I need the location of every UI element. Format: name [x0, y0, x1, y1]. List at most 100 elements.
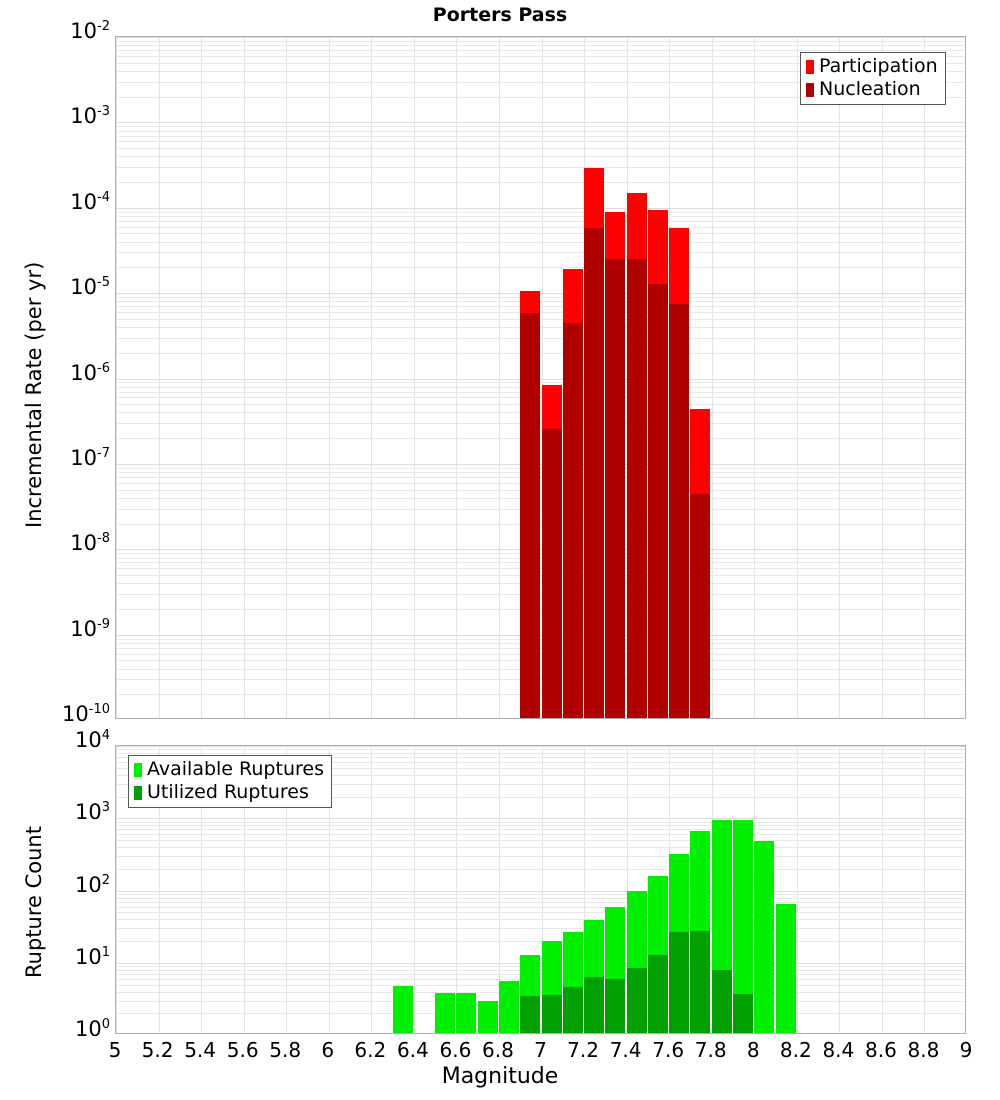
bar-segment — [732, 993, 754, 1033]
x-tick-label: 5.2 — [141, 1038, 174, 1062]
x-tick-label: 5.8 — [269, 1038, 302, 1062]
x-tick-label: 5.4 — [184, 1038, 216, 1062]
bar-segment — [605, 978, 626, 1033]
bar — [626, 891, 647, 1033]
bar — [647, 209, 668, 718]
bar-segment — [690, 930, 711, 1033]
x-tick-label: 8.4 — [822, 1038, 855, 1062]
bar-segment — [562, 323, 583, 718]
bar — [754, 841, 775, 1033]
bar-segment — [690, 494, 711, 718]
top-bars — [116, 37, 965, 718]
bar — [520, 291, 541, 718]
bar — [584, 919, 605, 1033]
available-ruptures-swatch-icon — [134, 762, 142, 777]
bar-segment — [584, 227, 605, 718]
bar — [690, 831, 711, 1033]
bar-segment — [647, 284, 668, 718]
bar — [456, 992, 477, 1033]
bar — [435, 992, 456, 1033]
bar — [690, 408, 711, 718]
y-tick-label: 100 — [74, 1017, 110, 1041]
x-tick-label: 7 — [534, 1038, 547, 1062]
top-plot-panel — [115, 36, 966, 719]
y-tick-label: 10-6 — [70, 360, 110, 385]
x-tick-label: 6.2 — [354, 1038, 387, 1062]
y-tick-label: 10-2 — [70, 19, 110, 43]
legend-label-participation: Participation — [819, 55, 938, 77]
bar-segment — [541, 994, 562, 1033]
x-tick-label: 6 — [321, 1038, 335, 1062]
bar-segment — [520, 995, 541, 1033]
bar-segment — [520, 313, 541, 718]
legend-item-utilized-ruptures: Utilized Ruptures — [134, 783, 324, 802]
x-tick-label: 8 — [746, 1038, 760, 1062]
utilized-ruptures-swatch-icon — [134, 785, 142, 800]
x-tick-label: 8.8 — [907, 1038, 940, 1062]
x-tick-label: 7.8 — [694, 1038, 727, 1062]
bar — [605, 211, 626, 718]
top-y-axis-label: Incremental Rate (per yr) — [22, 261, 46, 528]
bar-segment — [647, 955, 668, 1033]
bar — [541, 940, 562, 1033]
x-tick-label: 9 — [959, 1038, 973, 1062]
y-tick-label: 10-7 — [70, 445, 110, 470]
bar-segment — [584, 976, 605, 1033]
top-legend: Participation Nucleation — [800, 52, 946, 105]
bar — [647, 875, 668, 1033]
x-axis-label: Magnitude — [441, 1064, 559, 1089]
bar-segment — [626, 258, 647, 718]
bar — [562, 269, 583, 718]
bar — [392, 985, 413, 1033]
x-tick-label: 6.4 — [396, 1038, 429, 1062]
x-tick-label: 7.6 — [652, 1038, 685, 1062]
legend-item-participation: Participation — [806, 57, 938, 76]
x-tick-label: 7.2 — [567, 1038, 599, 1062]
x-tick-label: 6.8 — [482, 1038, 514, 1062]
x-tick-label: 5 — [108, 1038, 122, 1062]
y-tick-label: 10-5 — [70, 275, 110, 300]
bar — [775, 903, 796, 1033]
bottom-legend: Available Ruptures Utilized Ruptures — [128, 755, 332, 808]
bar — [605, 906, 626, 1033]
bottom-plot-panel — [115, 745, 966, 1034]
bottom-bars — [116, 746, 965, 1033]
x-tick-label: 6.6 — [439, 1038, 472, 1062]
bar-segment — [541, 429, 562, 718]
bar-segment — [626, 967, 647, 1033]
bar-segment — [669, 304, 690, 718]
y-tick-label: 10-10 — [62, 702, 110, 726]
bar-segment — [669, 932, 690, 1033]
bar-segment — [711, 969, 732, 1033]
y-tick-label: 10-8 — [70, 531, 110, 556]
bar — [626, 193, 647, 718]
legend-label-utilized-ruptures: Utilized Ruptures — [147, 781, 309, 803]
bar — [711, 819, 732, 1033]
y-tick-label: 103 — [74, 800, 110, 825]
bar — [732, 819, 754, 1033]
legend-item-available-ruptures: Available Ruptures — [134, 760, 324, 779]
x-tick-label: 5.6 — [226, 1038, 259, 1062]
nucleation-swatch-icon — [806, 82, 814, 97]
x-tick-label: 8.6 — [864, 1038, 897, 1062]
legend-label-available-ruptures: Available Ruptures — [147, 758, 324, 780]
x-tick-label: 7.4 — [609, 1038, 642, 1062]
bar — [584, 167, 605, 718]
legend-label-nucleation: Nucleation — [819, 78, 921, 100]
participation-swatch-icon — [806, 59, 814, 74]
bar-segment — [562, 987, 583, 1033]
bar — [669, 227, 690, 718]
y-tick-label: 102 — [74, 872, 110, 897]
bar — [541, 384, 562, 718]
bar — [477, 1000, 498, 1033]
y-tick-label: 10-3 — [70, 104, 110, 129]
bar — [520, 955, 541, 1033]
legend-item-nucleation: Nucleation — [806, 80, 938, 99]
bar-segment — [605, 258, 626, 718]
y-tick-label: 104 — [74, 728, 110, 752]
bottom-y-axis-label: Rupture Count — [22, 825, 46, 978]
bar — [562, 932, 583, 1033]
x-tick-label: 8.2 — [779, 1038, 812, 1062]
y-tick-label: 101 — [74, 944, 110, 969]
